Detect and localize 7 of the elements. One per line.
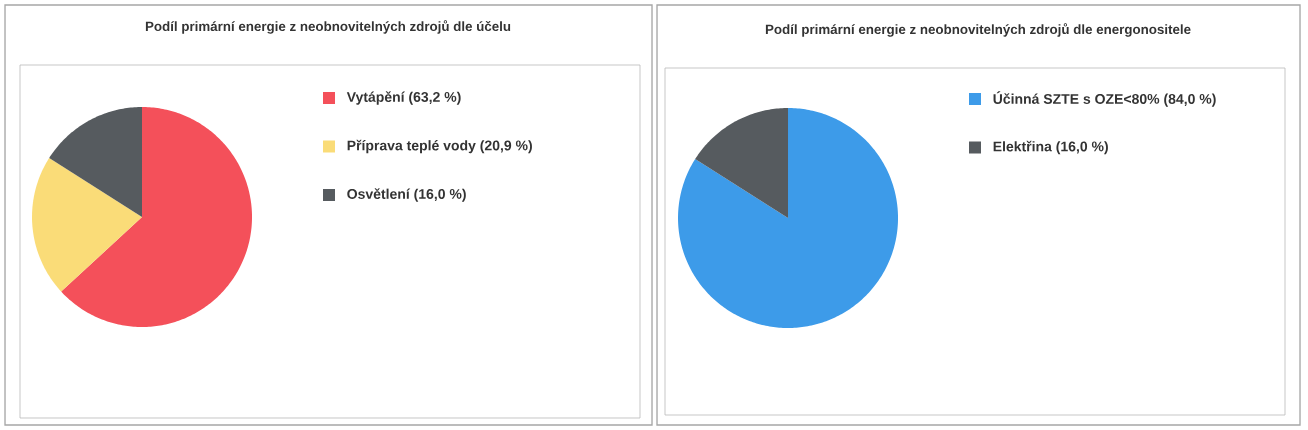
legend-label: Osvětlení (16,0 %) [347, 188, 466, 202]
legend-label: Vytápění (63,2 %) [346, 91, 461, 105]
legend-label: Elektřina (16,0 %) [993, 140, 1108, 155]
legend-label: Účinná SZTE s OZE<80% (84,0 %) [993, 91, 1216, 107]
chart-title: Podíl primární energie z neobnovitelných zdrojů dle účelu [145, 20, 511, 34]
legend-label: Příprava teplé vody (20,9 %) [347, 139, 532, 154]
chart-title: Podíl primární energie z neobnovitelných zdrojů dle energonositele [765, 23, 1191, 37]
